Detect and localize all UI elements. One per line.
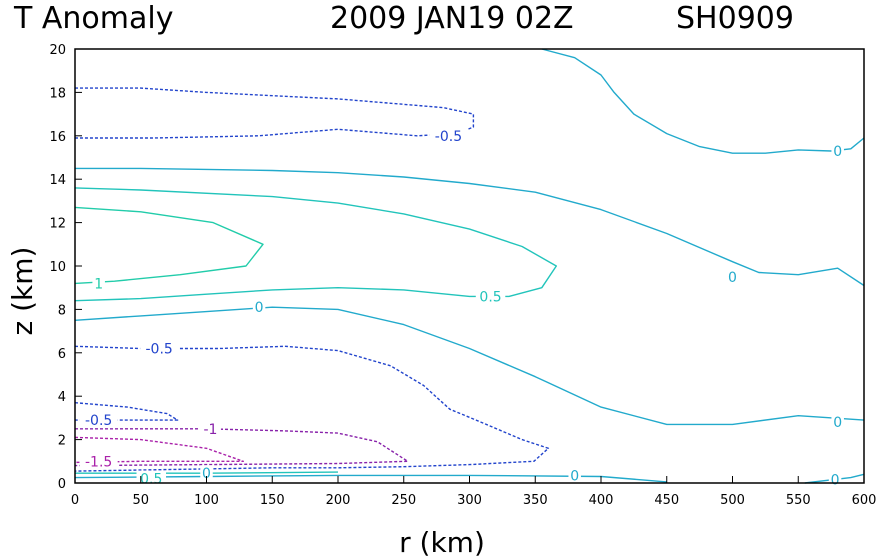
y-tick-label: 16 [49,130,66,145]
y-tick-label: 18 [49,86,66,101]
contour-line-level-1 [74,206,264,285]
contour-label-background [79,453,118,470]
contour-line-level-0 [75,167,865,287]
contour-label-background [200,465,213,482]
x-tick-label: 150 [260,493,285,508]
x-tick-label: 0 [71,493,79,508]
x-tick-label: 100 [194,493,219,508]
axis-ticks: 0 50 100 150 200 250 300 350 400 450 500 550 6000246… [49,43,876,508]
contour-label-background [140,340,179,357]
x-tick-label: 550 [786,493,811,508]
y-tick-label: 2 [58,434,66,449]
contour-label: 0 [831,473,840,489]
contour-label: -1 [203,422,217,438]
plot-frame [74,48,865,484]
contour-labels: -0.5 0 0 0.5 1 0 0 -0.5 -0.5 -1 -1.5 0.5 0 0 0 [79,127,844,489]
y-axis-label: z (km) [6,247,39,336]
contour-label-background [199,420,221,437]
chart-title-storm: SH0909 [676,1,794,36]
x-tick-label: 350 [523,493,548,508]
contour-label: -0.5 [85,413,112,429]
contour-line-level-0 [804,473,865,484]
contour-label-background [726,268,739,285]
x-tick-label: 500 [720,493,745,508]
contour-label: 0 [570,468,579,484]
x-axis-label: r (km) [399,526,485,558]
contour-label: 0.5 [479,289,501,305]
chart-title-field: T Anomaly [13,1,173,36]
contour-label-background [79,412,118,429]
contour-line-level-0p5 [74,187,557,302]
contour-label: 0 [728,270,737,286]
contour-label-background [252,299,266,316]
x-tick-label: 200 [326,493,351,508]
x-tick-label: 400 [589,493,614,508]
contour-label: -0.5 [435,129,462,145]
contour-label: 0 [202,466,211,482]
y-tick-label: 14 [49,173,66,188]
contour-label: 1 [94,276,103,292]
contour-label: 0.5 [140,472,162,488]
contour-line-level-neg1 [74,428,409,467]
contour-label: -0.5 [145,341,172,357]
y-tick-label: 0 [58,477,66,492]
contour-line-level-neg0p5 [75,87,475,139]
contour-label-background [831,414,844,431]
contour-label-background [831,142,844,159]
y-tick-label: 12 [49,217,66,232]
x-tick-label: 50 [132,493,149,508]
y-tick-label: 10 [49,260,66,275]
chart-title-date: 2009 JAN19 02Z [330,1,574,36]
contour-label-background [92,275,105,292]
y-tick-label: 4 [58,390,66,405]
y-tick-label: 8 [58,303,66,318]
x-tick-label: 450 [654,493,679,508]
y-tick-label: 20 [49,43,66,58]
contour-line-level-neg0p5 [74,345,550,472]
contour-line-level-neg1p5 [74,436,245,464]
contour-line-level-0 [74,306,865,426]
contour-label: 0 [255,300,264,316]
y-tick-label: 6 [58,347,66,362]
contour-label-background [475,288,506,305]
contour-label-background [429,127,468,144]
x-tick-label: 600 [852,493,877,508]
contour-lines [74,48,865,484]
x-tick-label: 300 [457,493,482,508]
contour-line-level-0 [74,474,667,483]
contour-label: 0 [833,144,842,160]
contour-label: -1.5 [85,454,112,470]
x-tick-label: 250 [391,493,416,508]
contour-label-background [568,467,581,484]
contour-label: 0 [833,415,842,431]
contour-line-level-0 [541,48,865,154]
